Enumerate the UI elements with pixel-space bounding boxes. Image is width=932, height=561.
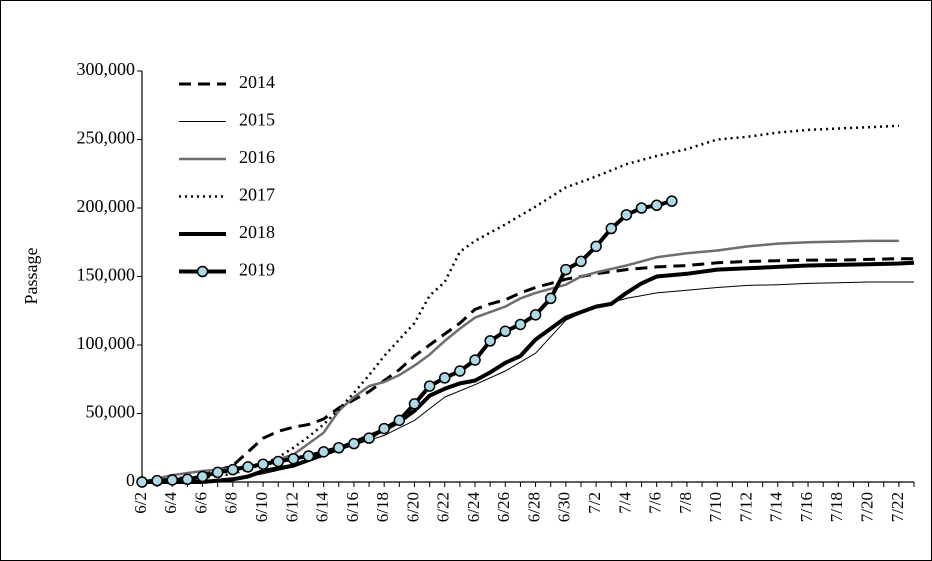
x-tick-label: 7/14 xyxy=(767,492,786,523)
data-point-2019 xyxy=(196,470,209,483)
x-tick-label: 6/12 xyxy=(282,492,301,522)
data-point-2019 xyxy=(136,476,148,488)
series-2018 xyxy=(142,260,915,484)
x-tick-label: 6/24 xyxy=(464,492,483,523)
data-point-2019 xyxy=(666,195,678,207)
data-point-2019 xyxy=(408,398,421,410)
x-tick-label: 6/30 xyxy=(555,492,574,522)
x-tick-label: 7/10 xyxy=(706,492,725,522)
series-line-2015 xyxy=(142,281,914,483)
data-point-2019 xyxy=(227,463,239,476)
x-tick-label: 6/4 xyxy=(161,492,180,514)
x-tick-label: 7/16 xyxy=(797,492,816,522)
x-tick-label: 7/12 xyxy=(736,492,755,522)
data-point-2019 xyxy=(484,335,496,347)
x-tick-label: 7/20 xyxy=(857,492,876,522)
legend: 2014 2015 2016 2017 2018 2019 xyxy=(179,72,275,280)
y-tick-label: 150,000 xyxy=(77,265,136,285)
data-point-2019 xyxy=(257,458,269,470)
series-2016 xyxy=(141,239,899,484)
data-point-2019 xyxy=(211,466,224,479)
data-point-2019 xyxy=(348,437,360,450)
x-tick-label: 6/8 xyxy=(222,492,241,514)
series-line-2014 xyxy=(141,257,914,484)
data-point-2019 xyxy=(333,442,345,454)
data-point-2019 xyxy=(544,292,557,305)
x-tick-label: 7/4 xyxy=(615,492,634,514)
series-line-2017 xyxy=(141,124,899,484)
x-tick-label: 6/14 xyxy=(313,492,332,523)
data-point-2019 xyxy=(635,202,648,214)
x-tick-label: 6/26 xyxy=(494,492,513,522)
legend-label-2016: 2016 xyxy=(239,147,275,167)
series-line-2016 xyxy=(141,239,899,484)
data-point-2019 xyxy=(287,452,300,465)
y-tick-label: 100,000 xyxy=(77,333,136,353)
data-point-2019 xyxy=(454,365,466,377)
x-tick-label: 6/22 xyxy=(434,492,453,522)
y-tick-label: 50,000 xyxy=(86,402,136,422)
data-point-2019 xyxy=(590,240,602,253)
data-point-2019 xyxy=(620,209,633,221)
y-tick-label: 300,000 xyxy=(77,59,136,79)
legend-label-2014: 2014 xyxy=(239,72,275,92)
x-tick-label: 6/18 xyxy=(373,492,392,522)
data-point-2019 xyxy=(317,446,330,458)
data-point-2019 xyxy=(363,432,375,444)
series-2014 xyxy=(141,257,914,484)
data-point-2019 xyxy=(378,422,390,435)
data-point-2019 xyxy=(151,474,163,487)
legend-label-2015: 2015 xyxy=(239,110,275,130)
data-point-2019 xyxy=(575,255,587,268)
data-point-2019 xyxy=(499,325,512,338)
y-axis-title: Passage xyxy=(21,248,41,305)
legend-label-2017: 2017 xyxy=(239,185,275,205)
legend-marker-2019 xyxy=(196,265,209,278)
x-tick-label: 7/6 xyxy=(646,492,665,514)
data-point-2019 xyxy=(650,199,663,212)
axes: 0 50,000 100,000 150,000 200,000 250,000 300,0… xyxy=(77,59,915,522)
x-tick-label: 6/16 xyxy=(343,492,362,522)
series-2019 xyxy=(136,195,678,488)
legend-label-2018: 2018 xyxy=(239,222,275,242)
data-point-2019 xyxy=(469,354,481,366)
y-tick-label: 200,000 xyxy=(77,196,136,216)
data-point-2019 xyxy=(423,380,436,392)
y-tick-label: 250,000 xyxy=(77,128,136,148)
data-point-2019 xyxy=(302,450,315,462)
data-point-2019 xyxy=(560,263,572,276)
x-tick-label: 7/22 xyxy=(888,492,907,522)
data-point-2019 xyxy=(438,372,451,384)
y-tick-label: 0 xyxy=(126,470,135,490)
data-point-2019 xyxy=(272,455,284,468)
data-point-2019 xyxy=(529,309,542,321)
x-tick-label: 7/2 xyxy=(585,492,604,514)
series-layer xyxy=(136,124,915,488)
x-tick-label: 6/10 xyxy=(252,492,271,522)
x-tick-label: 6/6 xyxy=(191,492,210,514)
x-tick-label: 6/20 xyxy=(403,492,422,522)
x-tick-label: 7/18 xyxy=(827,492,846,522)
data-point-2019 xyxy=(605,222,618,235)
series-line-2018 xyxy=(142,260,915,484)
x-tick-label: 6/28 xyxy=(524,492,543,522)
data-point-2019 xyxy=(181,473,194,486)
data-point-2019 xyxy=(242,461,254,473)
series-2017 xyxy=(141,124,899,484)
legend-label-2019: 2019 xyxy=(239,260,275,280)
data-point-2019 xyxy=(514,318,527,331)
x-tick-label: 6/2 xyxy=(131,492,150,514)
data-point-2019 xyxy=(166,474,179,486)
data-point-2019 xyxy=(393,414,406,427)
x-tick-label: 7/8 xyxy=(676,492,695,514)
series-2015 xyxy=(142,281,914,483)
